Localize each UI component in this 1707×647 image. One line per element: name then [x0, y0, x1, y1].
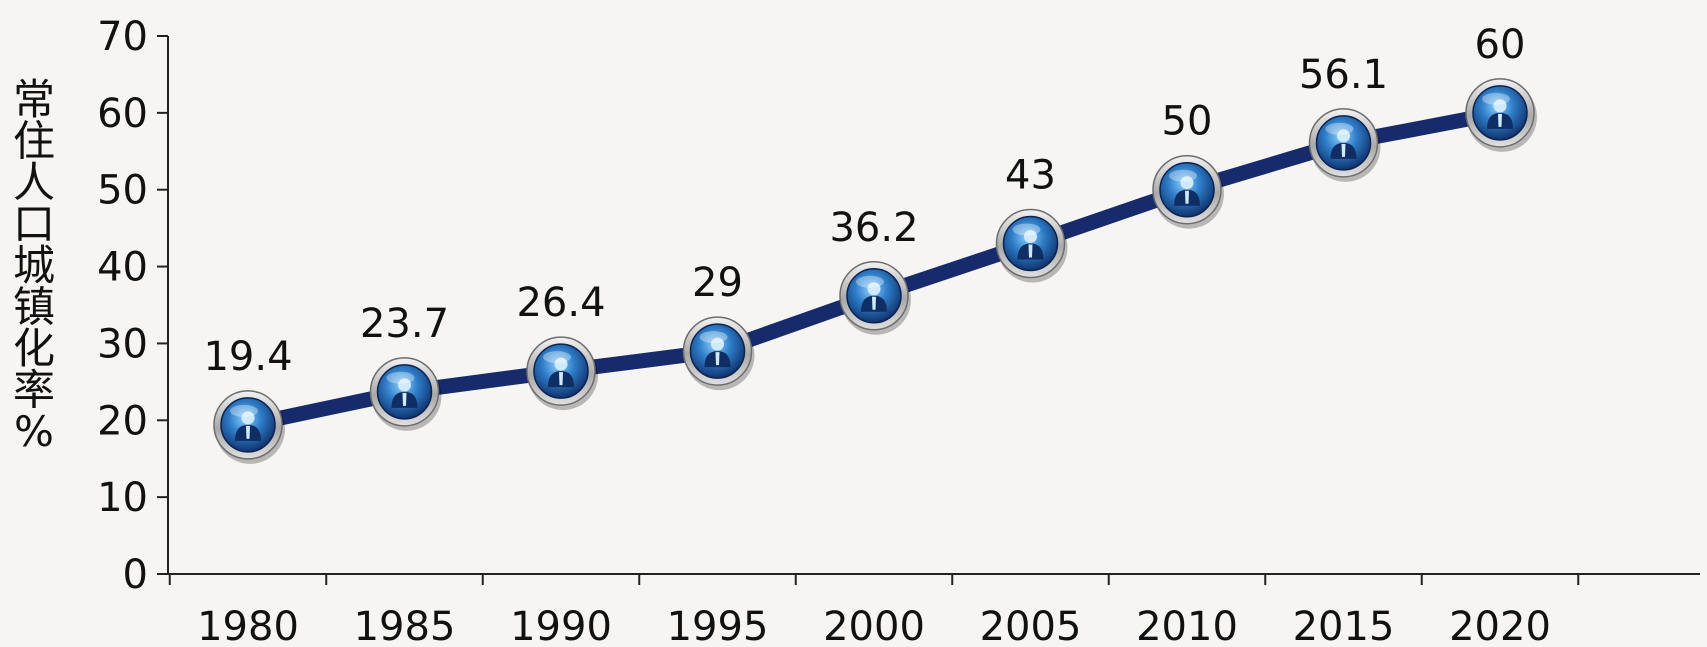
data-point-marker	[682, 316, 755, 391]
y-tick-label: 0	[123, 552, 148, 598]
y-axis-title-char: 城	[13, 241, 55, 290]
y-axis-title-char: 化	[13, 324, 55, 373]
x-tick-label: 1995	[667, 604, 769, 647]
y-axis-title-char: %	[14, 407, 54, 456]
y-tick-label: 50	[97, 168, 148, 214]
x-tick-label: 2000	[823, 604, 925, 647]
data-point-marker	[1152, 154, 1224, 229]
x-tick-label: 2015	[1293, 604, 1395, 647]
y-tick-label: 20	[97, 398, 148, 444]
data-labels: 19.4 23.7 26.4 29 36.2 43 50 56.1 60	[203, 22, 1525, 380]
data-point-marker	[839, 261, 911, 335]
y-axis-title-char: 口	[13, 200, 55, 249]
data-point-marker	[1465, 78, 1537, 152]
y-tick-label: 60	[97, 91, 148, 137]
data-point-marker	[369, 357, 442, 431]
data-label: 19.4	[203, 334, 292, 380]
y-tick-label: 40	[97, 245, 148, 291]
data-label: 50	[1162, 99, 1213, 145]
x-tick-label: 2020	[1449, 604, 1551, 647]
data-label: 26.4	[516, 280, 605, 326]
person-icon	[235, 411, 261, 441]
person-icon	[861, 282, 887, 312]
y-axis-title-char: 率	[13, 366, 55, 415]
marker-gloss	[1482, 92, 1510, 105]
data-label: 29	[692, 260, 743, 306]
person-icon	[548, 357, 574, 388]
data-label: 56.1	[1299, 52, 1388, 98]
data-label: 23.7	[360, 301, 449, 347]
marker-gloss	[1012, 223, 1041, 236]
x-axis-ticks: 1980 1985 1990 1995 2000 2005 2010 2015 2020	[168, 574, 1580, 647]
y-tick-label: 30	[97, 321, 148, 367]
data-point-marker	[1308, 108, 1381, 182]
person-icon	[1174, 176, 1200, 206]
marker-gloss	[386, 371, 415, 384]
y-axis-title-char: 住	[13, 117, 55, 166]
data-label: 36.2	[829, 205, 918, 251]
marker-gloss	[543, 351, 571, 364]
x-tick-label: 1980	[197, 604, 299, 647]
y-axis-ticks: 0 10 20 30 40 50 60 70	[97, 14, 168, 598]
x-tick-label: 2010	[1136, 604, 1238, 647]
person-icon	[1487, 99, 1513, 129]
y-axis-title-char: 镇	[13, 283, 55, 332]
data-markers	[213, 78, 1537, 464]
marker-gloss	[699, 331, 728, 344]
data-point-marker	[526, 336, 598, 411]
data-point-marker	[995, 208, 1068, 283]
marker-gloss	[230, 404, 258, 417]
chart-axes	[167, 36, 1700, 575]
x-tick-label: 1990	[510, 604, 612, 647]
y-axis-title-char: 人	[13, 158, 55, 207]
marker-gloss	[1325, 122, 1354, 135]
data-label-highlight: 60	[1475, 22, 1526, 68]
x-tick-label: 1985	[354, 604, 456, 647]
data-label: 43	[1005, 153, 1056, 199]
y-tick-label: 70	[97, 14, 148, 60]
person-icon	[391, 378, 418, 408]
person-icon	[1330, 129, 1357, 159]
person-icon	[1017, 230, 1044, 260]
x-tick-label: 2005	[980, 604, 1082, 647]
person-icon	[704, 337, 731, 368]
y-tick-label: 10	[97, 475, 148, 521]
marker-gloss	[856, 275, 884, 288]
marker-gloss	[1169, 169, 1197, 182]
data-point-marker	[213, 390, 285, 464]
y-axis-title-char: 常	[13, 75, 55, 124]
